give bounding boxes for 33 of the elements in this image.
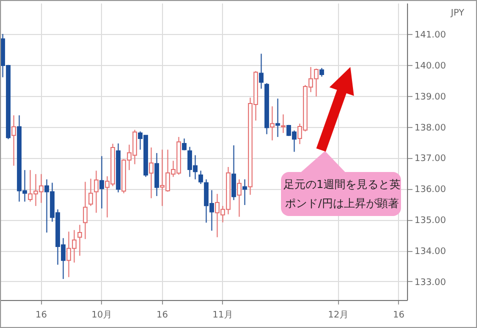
x-tick-label: 10月 [92,310,112,320]
candlestick [77,224,82,256]
y-tick-label: 139.00 [414,92,446,102]
candlestick [270,106,275,141]
candlestick [258,53,264,90]
candlestick [94,170,99,214]
y-tick-label: 133.00 [414,278,446,288]
y-axis-title: JPY [450,8,465,18]
y-tick-label: 141.00 [414,30,446,40]
candlestick [99,156,104,209]
candlestick [148,146,154,199]
candlestick [280,114,286,134]
annotation: 足元の1週間を見ると英ポンド/円は上昇が顕著 [281,175,403,213]
candlestick [182,138,187,151]
candlestick [82,181,88,240]
x-tick-label: 16 [156,310,168,320]
y-tick-label: 136.00 [414,185,446,196]
y-tick-label: 137.00 [414,154,446,164]
candlestick [275,98,280,138]
y-tick-label: 140.00 [414,61,446,72]
x-tick-label: 11月 [212,310,233,320]
candlestick [88,178,94,206]
candlestick [242,178,248,206]
candlestick [231,144,236,201]
candlestick [236,178,242,218]
candlestick [11,114,16,166]
x-tick-label: 12月 [328,310,348,320]
y-tick-label: 134.00 [414,247,446,257]
x-tick-label: 16 [393,310,405,320]
candlestick [154,152,160,197]
y-tick-label: 138.00 [414,123,446,134]
x-tick-label: 16 [36,310,48,320]
y-tick-label: 135.00 [414,216,446,226]
